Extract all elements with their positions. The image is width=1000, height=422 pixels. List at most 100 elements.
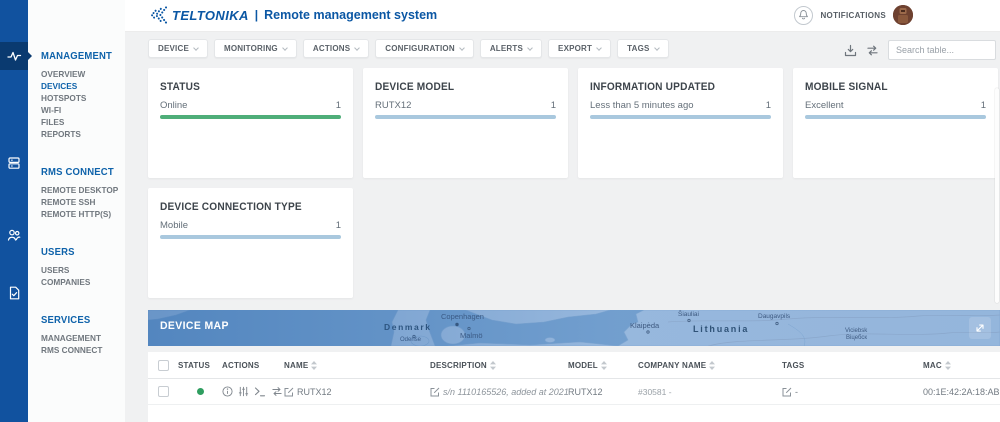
map-label-denmark: Denmark [384,322,432,332]
sidebar-item-companies[interactable]: COMPANIES [41,277,91,287]
refresh-button[interactable] [866,44,879,57]
card-title: INFORMATION UPDATED [590,81,716,93]
menu-tags[interactable]: TAGS [617,39,669,58]
map-label-klaipeda: Klaipėda [630,321,659,330]
menu-alerts[interactable]: ALERTS [479,39,543,58]
device-tags: - [795,386,798,397]
status-dot-online [196,388,204,395]
sidebar-item-hotspots[interactable]: HOTSPOTS [41,93,87,103]
menu-device-label: DEVICE [158,44,189,53]
card-status-label[interactable]: Online [160,100,188,111]
card-device-connection-type-label[interactable]: Mobile [160,220,188,231]
menu-monitoring[interactable]: MONITORING [214,39,297,58]
edit-name-button[interactable] [284,387,294,397]
select-all-checkbox[interactable] [157,359,169,371]
column-header-name[interactable]: NAME [284,360,430,370]
device-menu-bar: DEVICE MONITORING ACTIONS CONFIGURATION … [148,39,669,61]
rail-rms-connect-item[interactable] [0,149,28,177]
sidebar-section-title: USERS [41,247,75,258]
sort-icon [600,360,607,370]
sidebar-item-overview[interactable]: OVERVIEW [41,69,86,79]
sync-icon [272,387,282,396]
column-header-mac[interactable]: MAC [923,360,1000,370]
sidebar-section-title: MANAGEMENT [41,51,113,62]
brand-divider: | [254,8,259,22]
column-label: NAME [284,360,309,370]
row-model-cell: RUTX12 [568,387,638,397]
map-header-overlay [148,310,1000,346]
rail-services-item[interactable] [0,279,28,307]
icon-rail [0,0,32,422]
map-label-copenhagen: Copenhagen [441,312,484,321]
sidebar-item-users[interactable]: USERS [41,265,70,275]
card-information-updated-count: 1 [765,100,771,111]
map-marker-copenhagen [455,322,459,327]
column-header-actions: ACTIONS [222,361,284,370]
map-title: DEVICE MAP [160,320,229,332]
sidebar-item-services-management[interactable]: MANAGEMENT [41,333,102,343]
device-config-button[interactable] [238,386,249,397]
sort-icon [944,360,951,370]
bell-icon [799,10,809,20]
device-cli-button[interactable] [254,386,266,397]
card-mobile-signal-bar [805,115,986,119]
sidebar-item-services-rms-connect[interactable]: RMS CONNECT [41,345,103,355]
card-title: MOBILE SIGNAL [805,81,888,93]
menu-configuration[interactable]: CONFIGURATION [375,39,474,58]
table-header-row: STATUS ACTIONS NAME DESCRIPTION MODEL CO… [148,352,1000,379]
sidebar-section-services: SERVICES MANAGEMENT RMS CONNECT [41,310,119,356]
column-header-company-name[interactable]: COMPANY NAME [638,360,782,370]
rail-users-item[interactable] [0,221,28,249]
edit-tags-button[interactable] [782,387,792,397]
device-table: STATUS ACTIONS NAME DESCRIPTION MODEL CO… [148,352,1000,422]
terminal-icon [254,387,266,397]
menu-export[interactable]: EXPORT [548,39,612,58]
download-button[interactable] [844,44,857,57]
scrollbar-thumb[interactable] [995,88,999,303]
column-label: ACTIONS [222,360,260,370]
device-info-button[interactable] [222,386,233,397]
sidebar-section-title: RMS CONNECT [41,167,114,178]
notifications-button[interactable] [794,5,814,25]
device-sync-button[interactable] [271,386,283,397]
sidebar-item-wifi[interactable]: WI-FI [41,105,62,115]
sidebar-section-management: MANAGEMENT OVERVIEW DEVICES HOTSPOTS WI-… [41,46,119,140]
teltonika-chevrons-icon [150,6,167,24]
search-table-input[interactable] [888,40,996,60]
sidebar-item-remote-desktop[interactable]: REMOTE DESKTOP [41,185,119,195]
rail-management-item[interactable] [0,42,32,70]
card-status-bar [160,115,341,119]
card-information-updated-label[interactable]: Less than 5 minutes ago [590,100,694,111]
map-expand-button[interactable] [969,317,991,339]
chevron-down-icon [596,44,602,51]
page-title: Remote management system [264,8,438,22]
map-label-lithuania: Lithuania [693,324,749,334]
sidebar-item-remote-ssh[interactable]: REMOTE SSH [41,197,96,207]
device-name-link[interactable]: RUTX12 [297,386,332,397]
notifications-label[interactable]: NOTIFICATIONS [820,10,886,20]
column-header-tags: TAGS [782,361,923,370]
card-title: DEVICE MODEL [375,81,455,93]
avatar[interactable] [893,5,913,25]
menu-device[interactable]: DEVICE [148,39,208,58]
sort-icon [311,360,318,370]
header-right: NOTIFICATIONS [794,5,913,25]
sidebar-item-reports[interactable]: REPORTS [41,129,81,139]
card-mobile-signal-label[interactable]: Excellent [805,100,844,111]
menu-tags-label: TAGS [627,44,650,53]
card-device-model-label[interactable]: RUTX12 [375,100,412,111]
sidebar-item-files[interactable]: FILES [41,117,65,127]
sidebar-item-devices[interactable]: DEVICES [41,81,78,91]
sidebar-item-remote-https[interactable]: REMOTE HTTP(S) [41,209,112,219]
row-description-cell: s/n 1110165526, added at 2021-... [430,387,568,397]
device-map[interactable]: Denmark Odense Copenhagen Malmö Klaipėda… [148,310,1000,346]
card-status: STATUS Online 1 [148,68,353,178]
edit-description-button[interactable] [430,387,440,397]
menu-actions[interactable]: ACTIONS [302,39,370,58]
row-checkbox[interactable] [157,386,169,397]
column-header-description[interactable]: DESCRIPTION [430,360,568,370]
brand-logo: TELTONIKA | Remote management system [148,6,437,24]
card-mobile-signal-count: 1 [980,100,986,111]
column-header-model[interactable]: MODEL [568,360,638,370]
map-label-siauliai: Šiauliai [678,311,699,318]
